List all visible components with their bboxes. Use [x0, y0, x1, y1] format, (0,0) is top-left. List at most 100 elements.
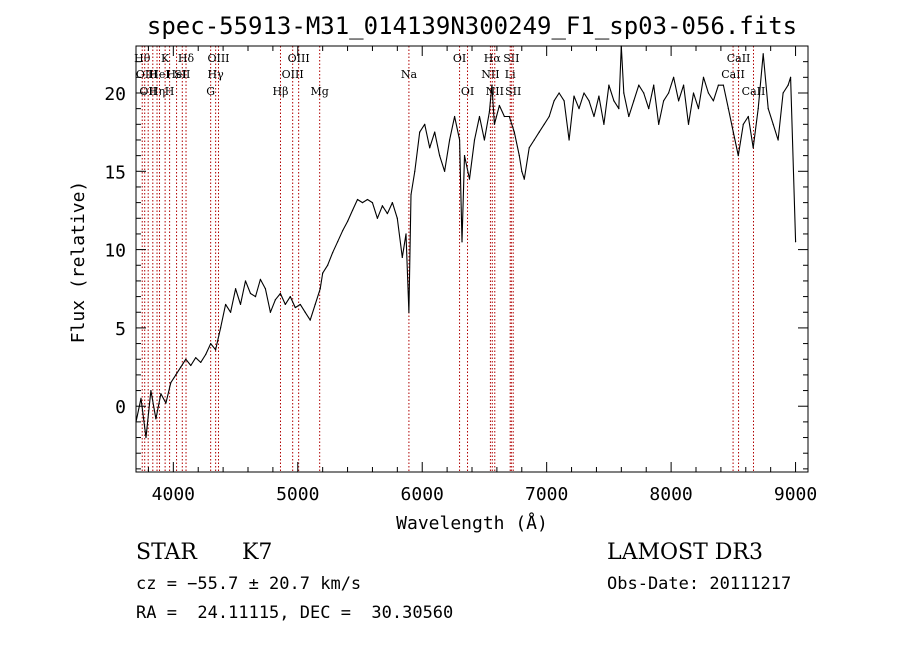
spectrum-point — [747, 115, 749, 118]
spectrum-point — [794, 241, 797, 243]
spectrum-point — [528, 147, 530, 149]
spectrum-point — [239, 303, 242, 306]
spectrum-point — [583, 92, 585, 94]
line-marker-label: OI — [461, 85, 474, 98]
spectrum-point — [772, 123, 774, 125]
spectrum-point — [702, 76, 705, 78]
spectrum-point — [633, 100, 635, 102]
line-marker-label: SII — [503, 52, 519, 65]
spectrum-point — [341, 230, 344, 232]
spectrum-point — [787, 84, 789, 86]
x-axis: 4000 5000 6000 7000 8000 9000 — [147, 46, 817, 505]
spectrum-point — [215, 349, 217, 351]
coordinates-text: RA = 24.11115, DEC = 30.30560 — [136, 603, 454, 623]
spectrum-point — [727, 108, 729, 110]
spectrum-point — [259, 278, 262, 280]
spectrum-point — [254, 295, 257, 298]
spectrum-point — [160, 393, 162, 395]
spectrum-point — [439, 155, 441, 157]
line-marker-label: OIII — [207, 52, 229, 65]
spectrum-point — [396, 217, 398, 219]
line-marker-label: H — [148, 68, 158, 81]
spectrum-point — [150, 389, 152, 392]
spectrum-point — [170, 382, 172, 384]
spectrum-point — [737, 155, 739, 157]
y-tick-label: 0 — [115, 397, 126, 418]
spectrum-point — [563, 100, 565, 102]
spectrum-point — [638, 84, 640, 86]
spectrum-point — [478, 115, 481, 118]
spectrum-point — [548, 115, 550, 118]
spectrum-point — [767, 108, 769, 110]
spectrum-point — [491, 84, 493, 86]
spectrum-point — [757, 108, 759, 110]
spectrum-point — [687, 123, 690, 125]
spectrum-point — [449, 139, 451, 141]
spectrum-point — [668, 92, 670, 94]
spectrum-point — [322, 272, 324, 274]
spectrum-point — [244, 280, 247, 282]
y-tick-label: 10 — [104, 241, 126, 262]
line-marker-label: K — [161, 52, 170, 65]
spectrum-point — [508, 115, 510, 118]
spectrum-point — [463, 155, 466, 157]
line-marker-label: Mg — [311, 85, 329, 98]
spectrum-point — [346, 220, 349, 223]
spectrum-point — [381, 205, 383, 207]
spectrum-point — [249, 292, 252, 295]
spectrum-point — [717, 84, 720, 86]
spectrum-point — [294, 306, 296, 309]
y-tick-label: 20 — [104, 84, 126, 105]
spectrum-point — [220, 327, 222, 329]
spectrum-point — [648, 108, 650, 110]
x-axis-label: Wavelength (Å) — [396, 512, 548, 534]
spectrum-point — [682, 84, 685, 86]
spectrum-point — [663, 100, 665, 102]
spectrum-point — [386, 212, 388, 215]
x-tick-label: 7000 — [525, 484, 568, 505]
spectrum-point — [165, 402, 167, 404]
spectrum-point — [205, 353, 207, 356]
spectrum-point — [284, 303, 286, 306]
spectrum-point — [628, 115, 630, 118]
spectrum-point — [468, 178, 471, 180]
line-marker-label: OI — [453, 52, 466, 65]
spectrum-point — [366, 198, 369, 201]
spectrum-line — [135, 45, 797, 439]
line-marker-label: CaII — [727, 52, 751, 65]
line-marker-label: Li — [505, 68, 516, 81]
spectrum-point — [264, 288, 267, 290]
spectrum-point — [155, 418, 157, 420]
spectrum-point — [405, 233, 407, 235]
spectrum-point — [603, 123, 605, 125]
spectrum-point — [677, 100, 680, 102]
line-marker-label: Hγ — [208, 68, 225, 81]
spectrum-point — [777, 139, 779, 141]
spectrum-point — [742, 123, 744, 125]
spectrum-point — [643, 92, 645, 94]
spectrum-point — [185, 358, 187, 360]
spectrum-point — [598, 95, 600, 97]
spectrum-point — [376, 217, 379, 219]
spectrum-point — [140, 397, 142, 399]
y-axis: 0 5 10 15 20 — [104, 61, 808, 470]
spectrum-point — [327, 264, 329, 266]
y-tick-label: 5 — [115, 319, 126, 340]
spectrum-point — [424, 123, 426, 125]
spectrum-point — [145, 436, 147, 439]
spectrum-point — [408, 311, 410, 313]
spectrum-point — [229, 311, 232, 313]
spectrum-point — [314, 303, 316, 306]
spectrum-point — [653, 84, 655, 86]
spectrum-point — [401, 256, 403, 259]
spectrum-point — [697, 108, 700, 110]
line-marker-label: HeI — [166, 68, 186, 81]
spectrum-point — [332, 252, 334, 254]
plot-frame — [135, 45, 809, 473]
spectrum-point — [419, 131, 421, 133]
spectrum-point — [444, 170, 446, 172]
spectrum-point — [180, 366, 182, 368]
line-marker-label: OIII — [288, 52, 310, 65]
spectrum-point — [304, 311, 306, 313]
spectrum-point — [533, 139, 535, 141]
